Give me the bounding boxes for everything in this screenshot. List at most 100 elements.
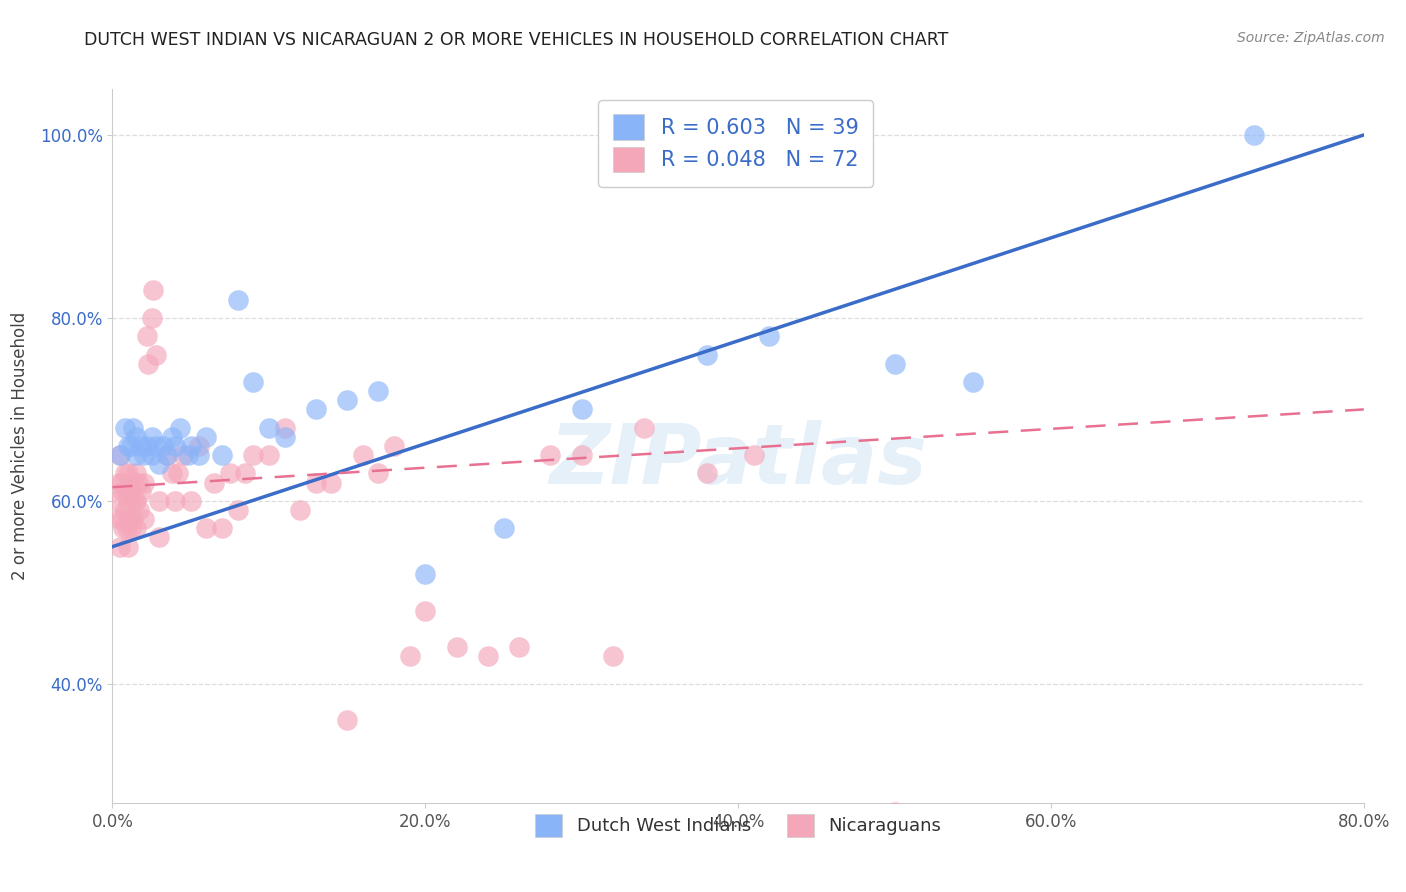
Point xyxy=(121,475,143,490)
Point xyxy=(107,512,129,526)
Point xyxy=(633,420,655,434)
Point xyxy=(167,467,190,481)
Point xyxy=(111,512,134,526)
Point xyxy=(111,475,134,490)
Point xyxy=(195,430,218,444)
Legend: Dutch West Indians, Nicaraguans: Dutch West Indians, Nicaraguans xyxy=(527,807,949,844)
Point xyxy=(156,448,179,462)
Point xyxy=(125,448,148,462)
Point xyxy=(187,448,209,462)
Point xyxy=(125,430,148,444)
Point xyxy=(125,494,148,508)
Point xyxy=(135,439,157,453)
Point xyxy=(152,439,174,453)
Point xyxy=(121,512,143,526)
Point xyxy=(415,604,437,618)
Point xyxy=(110,448,132,462)
Point xyxy=(117,512,139,526)
Point xyxy=(758,329,780,343)
Point xyxy=(571,402,593,417)
Point xyxy=(492,521,515,535)
Point xyxy=(124,494,146,508)
Point xyxy=(180,494,202,508)
Point xyxy=(114,467,136,481)
Point xyxy=(145,439,167,453)
Point xyxy=(508,640,530,655)
Point xyxy=(172,448,194,462)
Point xyxy=(120,439,142,453)
Point xyxy=(129,439,152,453)
Point xyxy=(257,420,280,434)
Point xyxy=(180,439,202,453)
Point xyxy=(160,430,183,444)
Text: ZIPatlas: ZIPatlas xyxy=(550,420,927,500)
Point xyxy=(117,540,139,554)
Point xyxy=(382,439,405,453)
Point xyxy=(125,467,148,481)
Point xyxy=(211,521,233,535)
Point xyxy=(112,484,135,499)
Point xyxy=(257,448,280,462)
Point xyxy=(138,357,160,371)
Point xyxy=(117,467,139,481)
Point xyxy=(128,503,150,517)
Point xyxy=(273,430,295,444)
Point xyxy=(571,448,593,462)
Point xyxy=(242,448,264,462)
Point xyxy=(117,439,139,453)
Point xyxy=(120,484,142,499)
Point xyxy=(477,649,499,664)
Point xyxy=(962,375,984,389)
Point xyxy=(602,649,624,664)
Point xyxy=(398,649,420,664)
Point xyxy=(235,467,257,481)
Point xyxy=(120,521,142,535)
Point xyxy=(540,448,562,462)
Point xyxy=(367,467,389,481)
Point xyxy=(696,467,718,481)
Point xyxy=(211,448,233,462)
Point xyxy=(742,448,765,462)
Point xyxy=(129,484,152,499)
Point xyxy=(105,494,128,508)
Point xyxy=(148,458,170,472)
Point xyxy=(336,393,359,408)
Point xyxy=(141,430,163,444)
Point xyxy=(115,521,138,535)
Point xyxy=(273,420,295,434)
Point xyxy=(160,467,183,481)
Point xyxy=(132,512,155,526)
Point xyxy=(163,439,186,453)
Point xyxy=(141,310,163,325)
Point xyxy=(202,475,225,490)
Point xyxy=(112,521,135,535)
Point xyxy=(110,448,132,462)
Point xyxy=(226,503,249,517)
Point xyxy=(110,540,132,554)
Point xyxy=(176,448,198,462)
Point xyxy=(195,521,218,535)
Point xyxy=(107,475,129,490)
Point xyxy=(163,494,186,508)
Point xyxy=(305,402,328,417)
Point xyxy=(156,448,179,462)
Point xyxy=(883,357,905,371)
Point xyxy=(142,284,165,298)
Point xyxy=(132,448,155,462)
Text: DUTCH WEST INDIAN VS NICARAGUAN 2 OR MORE VEHICLES IN HOUSEHOLD CORRELATION CHAR: DUTCH WEST INDIAN VS NICARAGUAN 2 OR MOR… xyxy=(84,31,949,49)
Point xyxy=(169,420,191,434)
Point xyxy=(290,503,312,517)
Text: Source: ZipAtlas.com: Source: ZipAtlas.com xyxy=(1237,31,1385,45)
Point xyxy=(127,475,149,490)
Point xyxy=(242,375,264,389)
Point xyxy=(115,484,138,499)
Point xyxy=(148,494,170,508)
Point xyxy=(132,475,155,490)
Point xyxy=(114,503,136,517)
Point xyxy=(352,448,374,462)
Point xyxy=(114,420,136,434)
Point xyxy=(117,494,139,508)
Point xyxy=(187,439,209,453)
Point xyxy=(696,347,718,361)
Point xyxy=(226,293,249,307)
